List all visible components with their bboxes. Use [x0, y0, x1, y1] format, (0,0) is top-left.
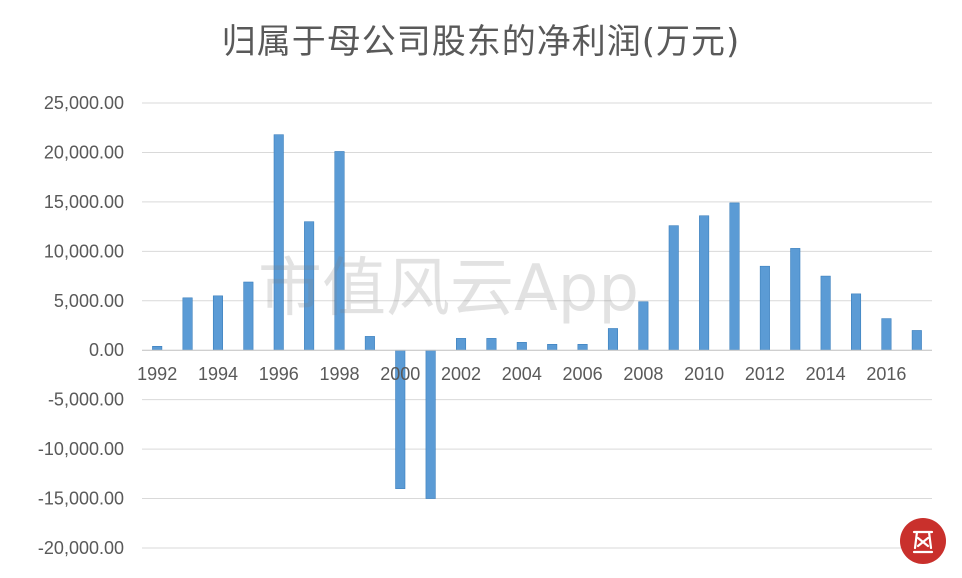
x-axis-ticks: 1992 1994 1996 1998 2000 2002 2004 2006 2008 2010… [137, 364, 906, 384]
bar-2011 [729, 202, 740, 351]
bar-1993 [182, 297, 193, 351]
bar-1994 [212, 295, 223, 351]
x-tick-label: 2004 [502, 364, 542, 384]
x-tick-label: 1998 [319, 364, 359, 384]
x-tick-label: 2006 [563, 364, 603, 384]
y-tick-label: 25,000.00 [44, 93, 124, 113]
bar-2013 [790, 248, 801, 351]
bars [152, 134, 922, 499]
bar-2009 [668, 225, 679, 351]
bar-2006 [577, 344, 588, 351]
bar-2007 [607, 328, 618, 351]
y-tick-label: -15,000.00 [38, 489, 124, 509]
bar-2012 [759, 265, 770, 351]
x-tick-label: 2008 [623, 364, 663, 384]
y-axis-ticks: 25,000.00 20,000.00 15,000.00 10,000.00 5,00… [38, 93, 124, 558]
y-tick-label: -20,000.00 [38, 538, 124, 558]
watermark-text: 市值风云App [258, 252, 639, 326]
y-tick-label: 10,000.00 [44, 241, 124, 261]
bar-2003 [486, 338, 497, 351]
y-tick-label: 5,000.00 [54, 291, 124, 311]
x-tick-label: 1994 [198, 364, 238, 384]
chart-title: 归属于母公司股东的净利润(万元) [221, 22, 741, 62]
y-tick-label: -5,000.00 [48, 390, 124, 410]
bar-2001 [425, 349, 436, 499]
bar-1992 [152, 346, 163, 351]
bar-2014 [820, 275, 831, 351]
bar-2017 [911, 330, 922, 351]
y-tick-label: 0.00 [89, 340, 124, 360]
x-tick-label: 1996 [259, 364, 299, 384]
bar-2010 [699, 215, 710, 351]
bar-1995 [243, 281, 254, 351]
x-tick-label: 2012 [745, 364, 785, 384]
y-tick-label: -10,000.00 [38, 439, 124, 459]
y-tick-label: 15,000.00 [44, 192, 124, 212]
x-tick-label: 2002 [441, 364, 481, 384]
bar-2015 [851, 293, 862, 351]
bar-2016 [881, 318, 892, 351]
x-tick-label: 2014 [806, 364, 846, 384]
bar-2005 [547, 344, 558, 351]
seal-icon [912, 530, 934, 554]
x-tick-label: 1992 [137, 364, 177, 384]
x-tick-label: 2016 [866, 364, 906, 384]
bar-2004 [516, 342, 527, 351]
seal-logo [900, 518, 946, 564]
x-tick-label: 2000 [380, 364, 420, 384]
bar-2002 [456, 338, 467, 351]
bar-1999 [364, 336, 375, 351]
gridlines [142, 102, 932, 549]
y-tick-label: 20,000.00 [44, 142, 124, 162]
bar-2008 [638, 301, 649, 351]
x-tick-label: 2010 [684, 364, 724, 384]
